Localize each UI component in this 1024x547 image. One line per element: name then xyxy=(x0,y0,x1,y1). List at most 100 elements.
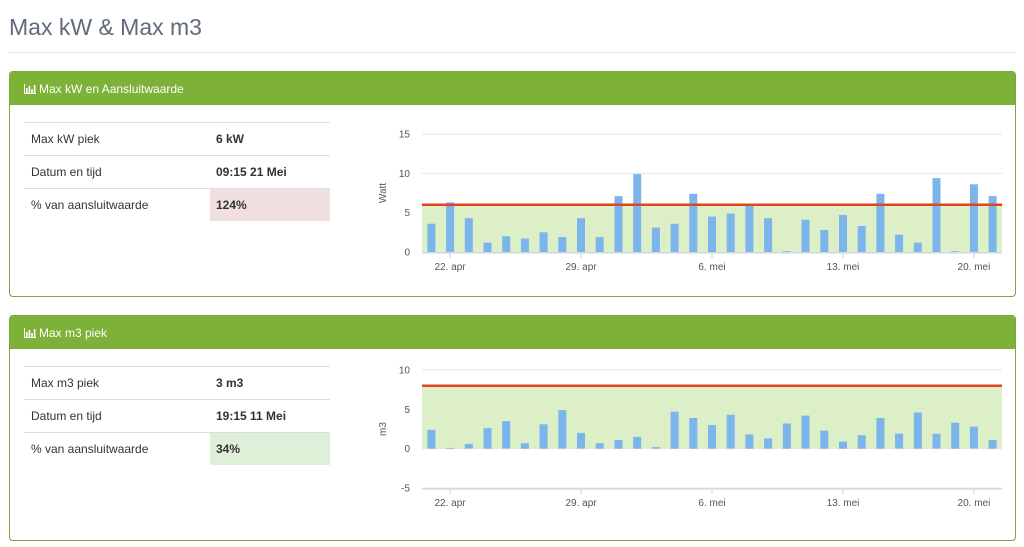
bar xyxy=(670,223,679,252)
panel-title: Max m3 piek xyxy=(39,325,108,340)
bar xyxy=(801,219,810,252)
bar xyxy=(988,196,997,252)
bar-chart-icon xyxy=(24,327,36,338)
bar xyxy=(857,435,866,449)
y-tick-label: 5 xyxy=(404,208,410,219)
stat-value-percentage: 34% xyxy=(210,432,330,465)
chart-max-kw: 0 5 10 15 22. apr 29. apr 6. mei 13. mei 20. mei… xyxy=(378,130,1002,273)
bar-chart-icon xyxy=(24,83,36,94)
stat-label: % van aansluitwaarde xyxy=(24,432,210,465)
table-row: % van aansluitwaarde 34% xyxy=(24,432,330,465)
bar xyxy=(745,204,754,252)
bar xyxy=(764,218,773,252)
bar xyxy=(857,226,866,252)
bar xyxy=(502,421,511,449)
bar xyxy=(446,202,455,252)
panel-title: Max kW en Aansluitwaarde xyxy=(39,81,184,96)
bar xyxy=(520,238,529,252)
bar xyxy=(820,230,829,252)
bar xyxy=(782,423,791,449)
panel-max-kw: Max kW en Aansluitwaarde Max kW piek 6 k… xyxy=(9,71,1016,297)
bar xyxy=(483,242,492,252)
table-row: Datum en tijd 09:15 21 Mei xyxy=(24,155,330,189)
bar xyxy=(969,426,978,449)
bar xyxy=(801,415,810,449)
bar xyxy=(726,213,735,252)
bar xyxy=(651,227,660,252)
bar xyxy=(876,193,885,252)
bar xyxy=(577,218,585,252)
y-tick-label: 5 xyxy=(404,405,410,416)
stat-value: 6 kW xyxy=(210,122,330,156)
stat-label: % van aansluitwaarde xyxy=(24,188,210,221)
stats-table: Max m3 piek 3 m3 Datum en tijd 19:15 11 … xyxy=(24,366,330,465)
bar xyxy=(539,424,548,449)
stat-label: Datum en tijd xyxy=(24,399,210,433)
bar xyxy=(726,414,735,449)
table-row: Max m3 piek 3 m3 xyxy=(24,366,330,400)
bar xyxy=(988,440,997,449)
bar xyxy=(820,430,829,449)
bar xyxy=(558,410,567,449)
bar xyxy=(951,251,960,252)
stat-value-percentage: 124% xyxy=(210,188,330,221)
x-tick-label: 6. mei xyxy=(698,498,725,509)
stat-label: Max m3 piek xyxy=(24,366,210,400)
stats-table: Max kW piek 6 kW Datum en tijd 09:15 21 … xyxy=(24,122,330,221)
table-row: % van aansluitwaarde 124% xyxy=(24,188,330,221)
bar xyxy=(708,425,716,449)
bar xyxy=(614,196,623,252)
y-tick-label: -5 xyxy=(401,484,410,495)
bar xyxy=(708,216,716,252)
bar xyxy=(633,436,642,449)
bar xyxy=(895,433,904,449)
title-divider xyxy=(9,52,1015,53)
bar xyxy=(651,447,660,449)
x-tick-label: 20. mei xyxy=(958,498,991,509)
bar xyxy=(464,218,473,252)
bar xyxy=(520,443,529,449)
x-tick-label: 13. mei xyxy=(827,262,860,273)
bar xyxy=(614,440,623,449)
page-title: Max kW & Max m3 xyxy=(9,14,202,40)
bar xyxy=(932,178,941,252)
y-axis-label: Watt xyxy=(378,183,389,203)
bar xyxy=(427,429,436,449)
bar xyxy=(932,433,941,449)
bar xyxy=(839,215,847,252)
bar xyxy=(764,438,773,449)
bar xyxy=(689,193,698,252)
panel-max-m3: Max m3 piek Max m3 piek 3 m3 Datum en ti… xyxy=(9,315,1016,541)
bar xyxy=(969,184,978,252)
bar xyxy=(595,237,604,252)
bar xyxy=(633,174,642,252)
stat-value: 3 m3 xyxy=(210,366,330,400)
y-axis-label: m3 xyxy=(378,422,389,436)
stat-value: 09:15 21 Mei xyxy=(210,155,330,189)
stat-value: 19:15 11 Mei xyxy=(210,399,330,433)
stat-label: Max kW piek xyxy=(24,122,210,156)
bar xyxy=(464,443,473,449)
stat-label: Datum en tijd xyxy=(24,155,210,189)
bar xyxy=(839,441,847,449)
x-tick-label: 22. apr xyxy=(434,498,466,509)
y-tick-label: 0 xyxy=(404,248,410,259)
y-tick-label: 15 xyxy=(399,130,411,141)
bar xyxy=(782,251,791,252)
y-tick-label: 10 xyxy=(399,366,411,377)
bar xyxy=(539,232,548,252)
bar xyxy=(670,411,679,449)
bar xyxy=(913,412,922,449)
table-row: Datum en tijd 19:15 11 Mei xyxy=(24,399,330,433)
bar xyxy=(577,432,585,449)
y-tick-label: 10 xyxy=(399,169,411,180)
bar xyxy=(558,237,567,252)
x-tick-label: 13. mei xyxy=(827,498,860,509)
x-tick-label: 29. apr xyxy=(565,262,597,273)
table-row: Max kW piek 6 kW xyxy=(24,122,330,156)
bar xyxy=(483,428,492,449)
panel-header: Max kW en Aansluitwaarde xyxy=(10,72,1015,105)
bar xyxy=(895,234,904,252)
bar xyxy=(446,447,455,449)
bar xyxy=(951,422,960,449)
